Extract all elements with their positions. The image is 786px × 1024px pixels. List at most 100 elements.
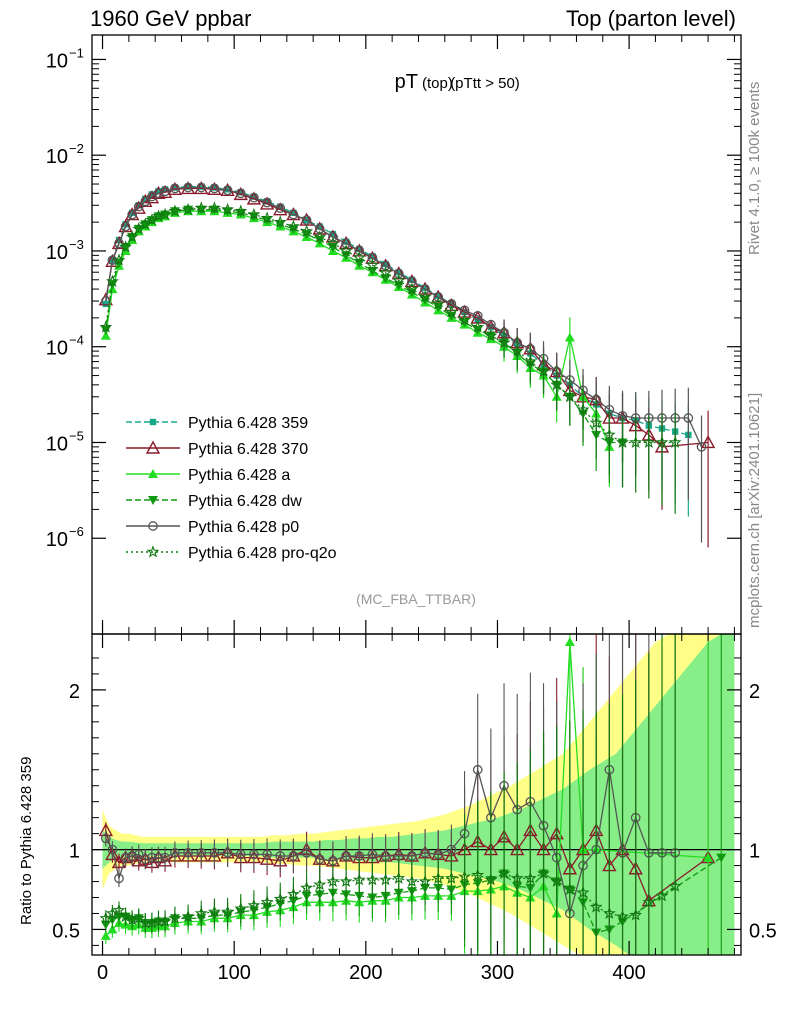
data-point [382, 260, 389, 268]
main-ytick-exp: −6 [69, 524, 84, 539]
ratio-point [181, 909, 195, 923]
data-point [138, 193, 153, 208]
ratio-point [550, 874, 564, 887]
data-point [221, 202, 234, 216]
data-point [277, 203, 284, 210]
data-point [329, 230, 337, 238]
main-ytick-exp: −2 [69, 141, 84, 156]
ratio-line-s370 [105, 829, 709, 902]
data-point [497, 336, 511, 349]
data-point [472, 311, 483, 321]
ratio-point [287, 887, 300, 900]
ratio-ytick-label: 1 [69, 841, 80, 863]
ratio-point [209, 847, 220, 858]
data-point [211, 184, 218, 191]
ratio-point [221, 905, 234, 918]
ratio-point [367, 849, 378, 860]
data-point [339, 244, 353, 257]
main-ytick-label: 10 [46, 338, 68, 360]
series-line-dw [105, 209, 623, 444]
data-point [111, 235, 127, 250]
xtick-label: 200 [349, 962, 382, 984]
legend-item-dw: Pythia 6.428 dw [126, 493, 302, 510]
data-point [131, 200, 146, 214]
main-ytick-exp: −3 [69, 237, 84, 252]
ratio-point [140, 854, 151, 865]
data-point [326, 236, 340, 249]
data-point [312, 221, 327, 235]
series-line-proq2o [105, 207, 676, 444]
data-point [124, 207, 140, 221]
data-point [393, 268, 404, 279]
ratio-point [107, 844, 118, 855]
ratio-point [260, 895, 274, 908]
legend-swatch-marker [149, 418, 157, 426]
data-point [300, 224, 313, 237]
data-point [112, 253, 126, 266]
ratio-point [300, 881, 313, 894]
data-point [342, 238, 350, 245]
ratio-point [133, 849, 144, 860]
ratio-point [208, 905, 221, 918]
data-point [234, 204, 248, 217]
data-point [602, 428, 616, 441]
main-ytick-exp: −4 [69, 333, 84, 348]
data-point [431, 297, 445, 310]
series-line-p0 [105, 186, 703, 448]
data-point [407, 276, 417, 287]
data-point [183, 182, 193, 193]
xtick-label: 400 [612, 962, 645, 984]
ratio-point [107, 924, 118, 934]
ratio-point [170, 847, 180, 858]
data-point [127, 232, 138, 242]
ratio-point [392, 871, 406, 884]
data-point [209, 183, 220, 194]
ratio-point [472, 764, 483, 775]
data-point [313, 230, 327, 243]
data-point [365, 250, 380, 264]
ratio-point [339, 874, 353, 887]
ratio-point [629, 908, 643, 921]
data-point [250, 193, 258, 200]
legend-item-proq2o: Pythia 6.428 pro-q2o [126, 545, 337, 562]
data-point [405, 282, 419, 295]
ratio-point [120, 852, 131, 863]
legend-label: Pythia 6.428 p0 [188, 519, 299, 536]
ratio-point [616, 909, 629, 923]
ratio-point [158, 914, 172, 927]
ratio-point [288, 851, 299, 861]
data-point [135, 202, 142, 209]
main-ytick-label: 10 [46, 146, 68, 168]
main-title-cut: (pTtt > 50) [450, 75, 520, 92]
legend-swatch-marker [148, 521, 158, 531]
ratio-point [576, 885, 590, 899]
data-point [99, 320, 113, 333]
data-point [352, 243, 367, 257]
data-point [133, 201, 144, 212]
data-point [275, 203, 286, 213]
data-point [683, 413, 694, 423]
data-point [484, 329, 498, 342]
legend-label: Pythia 6.428 a [188, 467, 290, 484]
data-point [100, 330, 111, 340]
data-point [249, 192, 259, 203]
data-point [120, 242, 131, 252]
data-point [247, 207, 261, 221]
data-point [642, 435, 656, 448]
data-point [589, 416, 603, 429]
ratio-point [100, 833, 111, 844]
ratio-point [105, 846, 120, 861]
ratio-point [234, 901, 248, 915]
ratio-point [668, 879, 682, 892]
ratio-point [418, 874, 432, 887]
ratio-point [564, 636, 575, 646]
ratio-point [222, 847, 233, 858]
ratio-point [431, 871, 445, 884]
data-point [655, 435, 669, 448]
data-point [194, 201, 208, 214]
data-point [392, 273, 406, 287]
data-point [341, 238, 351, 249]
legend-item-s370: Pythia 6.428 370 [126, 440, 308, 458]
main-ytick-label: 10 [46, 529, 68, 551]
ratio-point [127, 851, 138, 861]
